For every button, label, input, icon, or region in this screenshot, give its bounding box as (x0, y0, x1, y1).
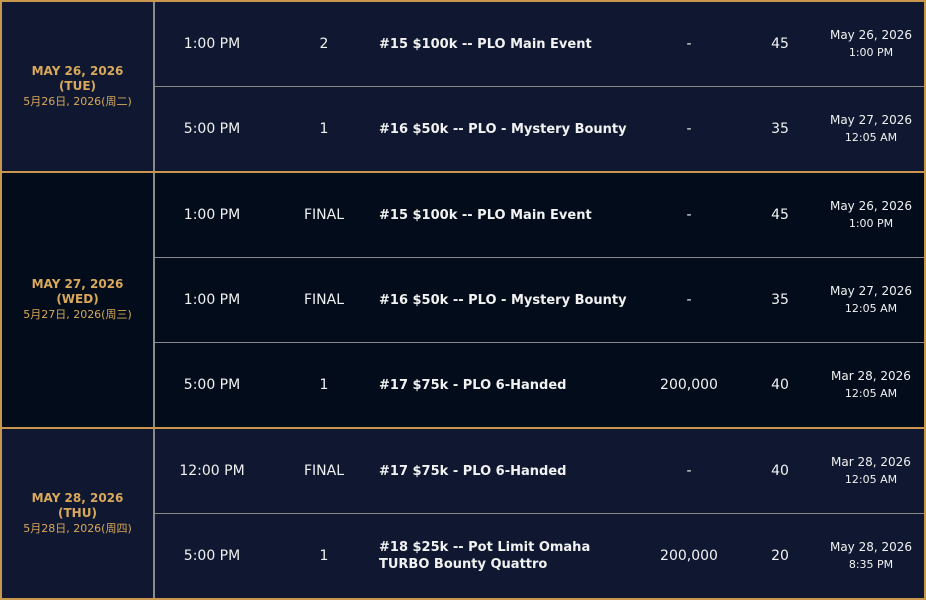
guarantee: - (686, 463, 692, 479)
event-day: 2 (319, 36, 329, 52)
start-time: 1:00 PM (183, 207, 241, 223)
event-day: 1 (319, 377, 329, 393)
date-english: MAY 26, 2026 (TUE) (31, 63, 124, 93)
event-name[interactable]: #15 $100k -- PLO Main Event (379, 207, 592, 223)
table-row[interactable]: 12:00 PM FINAL #17 $75k - PLO 6-Handed -… (155, 429, 924, 513)
late-registration: May 28, 2026 8:35 PM (821, 539, 921, 573)
late-reg-time: 12:05 AM (844, 302, 898, 315)
levels: 35 (771, 121, 789, 137)
date-group: MAY 27, 2026 (WED) 5月27日, 2026(周三) 1:00 … (0, 171, 926, 429)
late-reg-time: 12:05 AM (844, 473, 898, 486)
late-registration: May 26, 2026 1:00 PM (821, 27, 921, 61)
date-cell: MAY 26, 2026 (TUE) 5月26日, 2026(周二) (2, 2, 155, 171)
late-reg-date: May 26, 2026 (829, 199, 913, 213)
table-row[interactable]: 5:00 PM 1 #18 $25k -- Pot Limit Omaha TU… (155, 513, 924, 598)
late-reg-time: 1:00 PM (848, 46, 894, 59)
late-registration: May 27, 2026 12:05 AM (821, 283, 921, 317)
event-day: 1 (319, 548, 329, 564)
event-name[interactable]: #17 $75k - PLO 6-Handed (379, 463, 567, 479)
late-registration: Mar 28, 2026 12:05 AM (821, 368, 921, 402)
late-reg-date: May 26, 2026 (829, 28, 913, 42)
date-group: MAY 26, 2026 (TUE) 5月26日, 2026(周二) 1:00 … (0, 0, 926, 173)
date-english: MAY 27, 2026 (WED) (31, 277, 124, 306)
late-registration: May 26, 2026 1:00 PM (821, 198, 921, 232)
event-name[interactable]: #17 $75k - PLO 6-Handed (379, 377, 567, 393)
late-reg-date: May 28, 2026 (829, 540, 913, 554)
late-reg-time: 12:05 AM (844, 387, 898, 400)
guarantee: - (686, 292, 692, 308)
late-reg-date: Mar 28, 2026 (831, 455, 911, 469)
table-row[interactable]: 1:00 PM FINAL #16 $50k -- PLO - Mystery … (155, 257, 924, 342)
late-registration: May 27, 2026 12:05 AM (821, 112, 921, 146)
date-chinese: 5月28日, 2026(周四) (23, 521, 132, 535)
event-day: FINAL (303, 292, 345, 308)
guarantee: 200,000 (660, 377, 718, 393)
date-english: MAY 28, 2026 (THU) (31, 490, 124, 520)
table-row[interactable]: 1:00 PM FINAL #15 $100k -- PLO Main Even… (155, 173, 924, 257)
date-cell: MAY 28, 2026 (THU) 5月28日, 2026(周四) (2, 429, 155, 598)
table-row[interactable]: 1:00 PM 2 #15 $100k -- PLO Main Event - … (155, 2, 924, 86)
late-reg-date: May 27, 2026 (829, 284, 913, 298)
levels: 40 (771, 377, 789, 393)
event-day: FINAL (303, 207, 345, 223)
start-time: 12:00 PM (179, 463, 245, 479)
late-reg-time: 8:35 PM (848, 558, 894, 571)
late-reg-time: 12:05 AM (844, 131, 898, 144)
event-rows: 12:00 PM FINAL #17 $75k - PLO 6-Handed -… (155, 429, 924, 598)
event-name[interactable]: #15 $100k -- PLO Main Event (379, 36, 592, 52)
levels: 35 (771, 292, 789, 308)
levels: 45 (771, 36, 789, 52)
start-time: 1:00 PM (183, 292, 241, 308)
table-row[interactable]: 5:00 PM 1 #16 $50k -- PLO - Mystery Boun… (155, 86, 924, 171)
late-registration: Mar 28, 2026 12:05 AM (821, 454, 921, 488)
levels: 45 (771, 207, 789, 223)
late-reg-time: 1:00 PM (848, 217, 894, 230)
start-time: 5:00 PM (183, 121, 241, 137)
late-reg-date: May 27, 2026 (829, 113, 913, 127)
start-time: 1:00 PM (183, 36, 241, 52)
levels: 40 (771, 463, 789, 479)
start-time: 5:00 PM (183, 548, 241, 564)
guarantee: - (686, 207, 692, 223)
event-day: 1 (319, 121, 329, 137)
event-rows: 1:00 PM FINAL #15 $100k -- PLO Main Even… (155, 173, 924, 427)
date-group: MAY 28, 2026 (THU) 5月28日, 2026(周四) 12:00… (0, 427, 926, 600)
event-rows: 1:00 PM 2 #15 $100k -- PLO Main Event - … (155, 2, 924, 171)
date-chinese: 5月27日, 2026(周三) (23, 308, 132, 321)
event-day: FINAL (303, 463, 345, 479)
guarantee: 200,000 (660, 548, 718, 564)
start-time: 5:00 PM (183, 377, 241, 393)
event-name[interactable]: #18 $25k -- Pot Limit Omaha TURBO Bounty… (379, 540, 591, 572)
late-reg-date: Mar 28, 2026 (831, 369, 911, 383)
guarantee: - (686, 121, 692, 137)
date-cell: MAY 27, 2026 (WED) 5月27日, 2026(周三) (2, 173, 155, 427)
event-name[interactable]: #16 $50k -- PLO - Mystery Bounty (379, 292, 627, 308)
event-name[interactable]: #16 $50k -- PLO - Mystery Bounty (379, 121, 627, 137)
guarantee: - (686, 36, 692, 52)
date-chinese: 5月26日, 2026(周二) (23, 94, 132, 108)
table-row[interactable]: 5:00 PM 1 #17 $75k - PLO 6-Handed 200,00… (155, 342, 924, 427)
levels: 20 (771, 548, 789, 564)
